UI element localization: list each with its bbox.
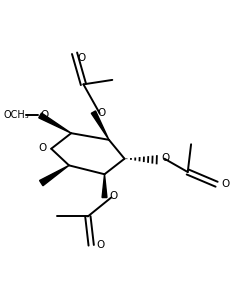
Polygon shape xyxy=(39,113,71,133)
Text: O: O xyxy=(221,179,230,189)
Text: O: O xyxy=(40,110,49,120)
Polygon shape xyxy=(91,111,109,140)
Text: O: O xyxy=(98,108,106,118)
Text: O: O xyxy=(109,191,118,202)
Polygon shape xyxy=(40,165,69,186)
Polygon shape xyxy=(102,174,107,197)
Text: O: O xyxy=(96,240,104,250)
Text: O: O xyxy=(77,53,85,63)
Text: O: O xyxy=(39,143,47,153)
Text: OCH₃: OCH₃ xyxy=(4,110,30,120)
Text: O: O xyxy=(161,153,170,163)
